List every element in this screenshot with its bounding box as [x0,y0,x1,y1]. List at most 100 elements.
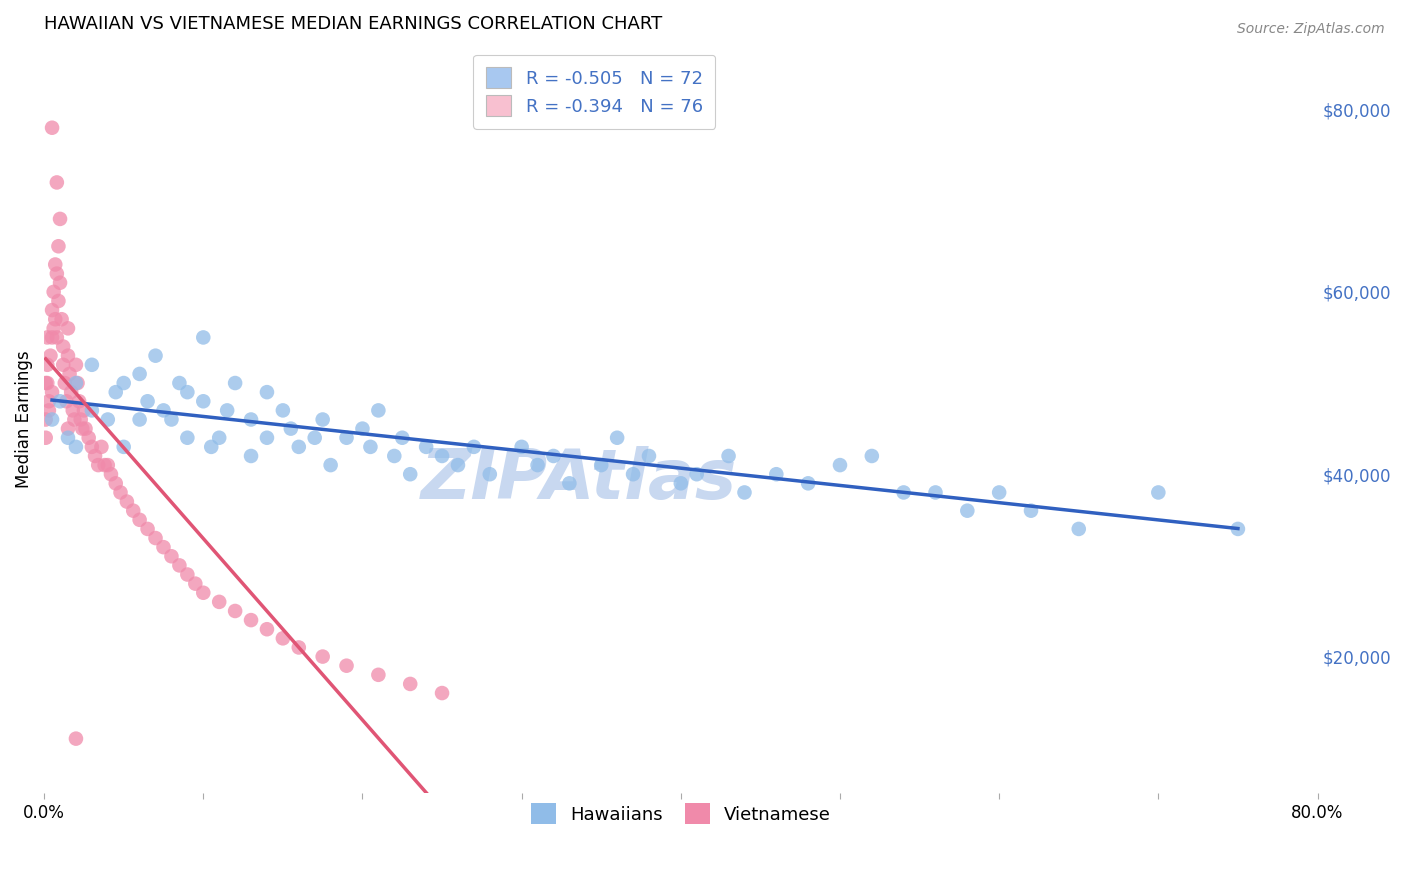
Point [1019,504,1042,518]
Point [208,595,231,609]
Point [69,412,91,426]
Point [686,467,709,482]
Point [115,494,138,508]
Point [56,321,79,335]
Point [217,403,239,417]
Point [67,394,90,409]
Point [193,586,215,600]
Point [193,330,215,344]
Point [128,412,150,426]
Point [193,394,215,409]
Point [45,176,67,190]
Point [35,412,58,426]
Point [367,403,389,417]
Point [463,440,485,454]
Point [391,431,413,445]
Point [311,412,333,426]
Point [367,668,389,682]
Point [558,476,581,491]
Point [415,440,437,454]
Point [828,458,851,472]
Point [80,358,103,372]
Point [271,632,294,646]
Point [335,431,357,445]
Point [45,330,67,344]
Point [58,367,80,381]
Point [430,686,453,700]
Point [256,622,278,636]
Point [478,467,501,482]
Point [638,449,661,463]
Point [145,349,167,363]
Point [543,449,565,463]
Point [73,403,96,417]
Point [669,476,692,491]
Point [38,403,60,417]
Point [35,376,58,390]
Point [447,458,470,472]
Point [359,440,381,454]
Point [382,449,405,463]
Point [256,431,278,445]
Point [80,403,103,417]
Point [49,394,72,409]
Point [53,376,76,390]
Point [45,267,67,281]
Point [41,385,63,400]
Point [734,485,756,500]
Point [87,458,110,472]
Point [41,412,63,426]
Point [510,440,533,454]
Point [145,531,167,545]
Point [893,485,915,500]
Point [65,358,87,372]
Point [335,658,357,673]
Point [90,440,112,454]
Point [37,358,59,372]
Point [128,367,150,381]
Point [110,485,132,500]
Point [48,239,70,253]
Point [526,458,548,472]
Point [280,422,302,436]
Point [224,604,246,618]
Point [52,340,75,354]
Point [55,394,77,409]
Point [128,513,150,527]
Point [399,467,422,482]
Point [606,431,628,445]
Point [152,540,174,554]
Point [136,522,159,536]
Point [288,440,311,454]
Point [271,403,294,417]
Point [200,440,222,454]
Point [51,312,73,326]
Point [1147,485,1170,500]
Point [136,394,159,409]
Point [956,504,979,518]
Point [240,412,263,426]
Point [224,376,246,390]
Point [1067,522,1090,536]
Point [49,276,72,290]
Point [240,613,263,627]
Point [42,321,65,335]
Point [430,449,453,463]
Point [288,640,311,655]
Point [65,731,87,746]
Point [56,349,79,363]
Point [62,403,84,417]
Point [169,376,191,390]
Point [97,412,120,426]
Point [797,476,820,491]
Point [352,422,374,436]
Point [65,376,87,390]
Point [60,385,83,400]
Text: ZIPAtlas: ZIPAtlas [420,446,737,513]
Point [152,403,174,417]
Point [41,120,63,135]
Point [208,431,231,445]
Point [56,422,79,436]
Point [319,458,342,472]
Point [38,394,60,409]
